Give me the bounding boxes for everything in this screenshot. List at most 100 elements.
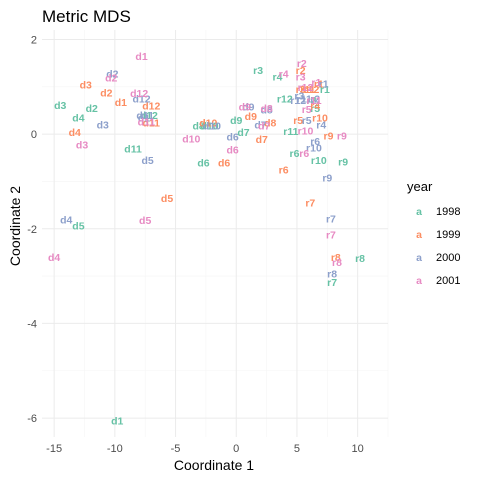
- point-label: r7: [326, 213, 336, 225]
- point-label: r6: [299, 148, 309, 160]
- point-label: d1: [138, 113, 150, 125]
- point-label: d12: [140, 110, 158, 122]
- point-label: d3: [97, 120, 109, 132]
- legend: year a 1998 a 1999 a 2000 a 2001: [407, 179, 460, 287]
- point-label: r9: [337, 131, 347, 143]
- point-label: d10: [203, 121, 221, 133]
- point-label: r10: [306, 142, 322, 154]
- point-label: r3: [253, 65, 263, 77]
- point-label: r10: [311, 155, 327, 167]
- point-label: d8: [264, 117, 276, 129]
- legend-key: a: [416, 206, 422, 218]
- point-label: r4: [273, 71, 283, 83]
- point-label: d2: [106, 69, 118, 81]
- point-label: d7: [254, 120, 266, 132]
- x-tick-label: -5: [171, 443, 181, 455]
- x-tick-label: 5: [294, 443, 300, 455]
- point-label: r3: [296, 71, 306, 83]
- legend-key: a: [416, 229, 422, 241]
- point-label: d11: [124, 143, 142, 155]
- y-tick-label: 0: [31, 129, 37, 141]
- legend-entry: 1998: [436, 206, 460, 218]
- legend-title: year: [407, 179, 433, 194]
- point-label: d11: [138, 116, 156, 128]
- point-label: r11: [306, 95, 321, 107]
- point-label: d9: [245, 111, 257, 123]
- point-label: d12: [133, 94, 151, 106]
- point-label: r2: [310, 94, 320, 106]
- point-label: d5: [161, 193, 173, 205]
- point-label: r6: [310, 136, 320, 148]
- grid: [42, 30, 389, 437]
- point-label: d7: [256, 134, 268, 146]
- y-tick-label: -4: [27, 318, 37, 330]
- y-tick-label: -6: [27, 413, 37, 425]
- point-label: d12: [130, 88, 148, 100]
- point-label: d2: [86, 103, 98, 115]
- point-label: r1: [311, 77, 321, 89]
- x-axis-label: Coordinate 1: [174, 457, 254, 473]
- point-label: r10: [312, 113, 328, 125]
- point-label: r7: [305, 198, 315, 210]
- point-label: r1: [314, 78, 324, 90]
- point-label: r12: [277, 94, 293, 106]
- point-label: r3: [296, 84, 306, 96]
- point-label: d2: [105, 72, 117, 84]
- point-label: r8: [327, 269, 337, 281]
- point-label: d4: [72, 113, 84, 125]
- point-label: d9: [230, 115, 242, 127]
- point-label: r4: [310, 101, 320, 113]
- point-label: r1: [319, 78, 329, 90]
- point-label: r7: [327, 277, 337, 289]
- point-label: d8: [192, 121, 204, 133]
- legend-entry: 1999: [436, 229, 460, 241]
- point-label: r8: [331, 252, 341, 264]
- point-label: r11: [300, 84, 315, 96]
- y-tick-label: -2: [27, 224, 37, 236]
- point-label: d6: [218, 158, 230, 170]
- point-label: r12: [298, 82, 314, 94]
- x-tick-label: -10: [107, 443, 123, 455]
- point-label: r3: [294, 90, 304, 102]
- point-label: r7: [326, 229, 336, 241]
- point-label: r2: [307, 95, 317, 107]
- point-label: d1: [111, 415, 123, 427]
- point-label: r2: [296, 65, 306, 77]
- point-label: r4: [279, 69, 289, 81]
- point-label: d6: [197, 158, 209, 170]
- point-label: d3: [76, 140, 88, 152]
- point-label: d7: [237, 127, 249, 139]
- x-tick-label: -15: [46, 443, 62, 455]
- point-label: d6: [226, 144, 238, 156]
- point-label: r6: [279, 165, 289, 177]
- point-label: d4: [60, 214, 72, 226]
- legend-key: a: [416, 252, 422, 264]
- point-label: r8: [332, 257, 342, 269]
- legend-entry: 2000: [436, 252, 460, 264]
- point-label: d10: [182, 133, 200, 145]
- point-label: d8: [260, 103, 272, 115]
- point-label: r9: [338, 157, 348, 169]
- y-tick-label: 2: [31, 34, 37, 46]
- point-label: r10: [298, 125, 314, 137]
- point-label: d6: [226, 131, 238, 143]
- point-label: d11: [136, 110, 154, 122]
- point-label: r2: [297, 58, 307, 70]
- point-label: d9: [239, 102, 251, 114]
- point-label: d5: [72, 220, 84, 232]
- point-label: r12: [290, 95, 306, 107]
- point-label: d9: [242, 102, 254, 114]
- point-label: d2: [100, 87, 112, 99]
- point-label: d8: [260, 105, 272, 117]
- point-label: r5: [293, 115, 303, 127]
- point-label: d10: [200, 121, 218, 133]
- point-label: d4: [48, 252, 60, 264]
- point-label: d7: [258, 121, 270, 133]
- point-label: d5: [139, 215, 151, 227]
- point-label: r5: [302, 115, 312, 127]
- point-label: r5: [310, 103, 320, 115]
- point-label: d3: [54, 100, 66, 112]
